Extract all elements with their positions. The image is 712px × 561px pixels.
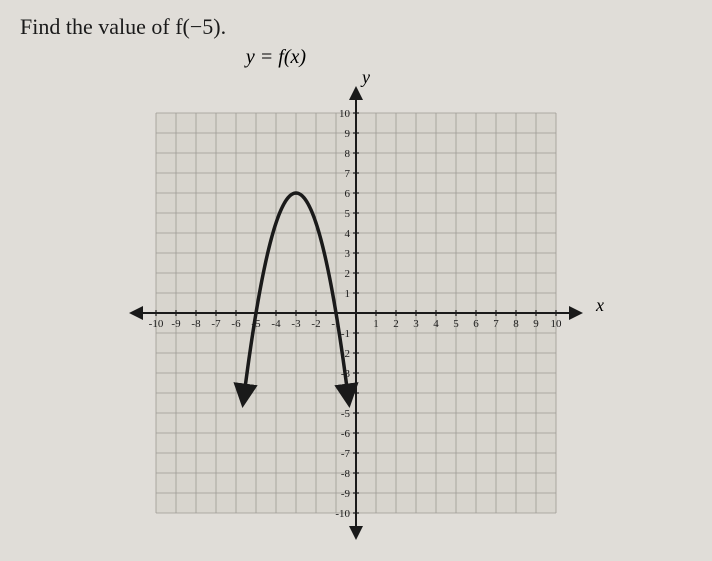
svg-text:-4: -4 bbox=[271, 318, 281, 330]
svg-text:-6: -6 bbox=[341, 428, 351, 440]
svg-text:10: 10 bbox=[551, 318, 563, 330]
svg-text:5: 5 bbox=[345, 208, 351, 220]
y-axis-label: y bbox=[362, 67, 370, 88]
svg-text:9: 9 bbox=[533, 318, 539, 330]
question-text: Find the value of f(−5). bbox=[0, 0, 712, 40]
svg-text:7: 7 bbox=[345, 168, 351, 180]
svg-text:-5: -5 bbox=[341, 408, 351, 420]
svg-text:-2: -2 bbox=[311, 318, 320, 330]
svg-text:-9: -9 bbox=[171, 318, 181, 330]
svg-text:-3: -3 bbox=[291, 318, 301, 330]
svg-text:-6: -6 bbox=[231, 318, 241, 330]
svg-text:-7: -7 bbox=[211, 318, 221, 330]
svg-text:-7: -7 bbox=[341, 448, 351, 460]
svg-text:6: 6 bbox=[345, 188, 351, 200]
svg-text:5: 5 bbox=[453, 318, 459, 330]
svg-text:7: 7 bbox=[493, 318, 499, 330]
svg-text:4: 4 bbox=[433, 318, 439, 330]
svg-text:8: 8 bbox=[345, 148, 351, 160]
svg-text:-8: -8 bbox=[341, 468, 351, 480]
svg-text:-1: -1 bbox=[341, 328, 350, 340]
svg-text:2: 2 bbox=[345, 268, 351, 280]
svg-text:6: 6 bbox=[473, 318, 479, 330]
equation-text: y = f(x) bbox=[0, 46, 712, 69]
svg-text:-10: -10 bbox=[149, 318, 164, 330]
svg-text:3: 3 bbox=[413, 318, 419, 330]
svg-text:-10: -10 bbox=[335, 508, 350, 520]
coordinate-plane: -10 -9 -8 -7 -6 -5 -4 -3 -2 -1 1 2 3 4 5 6 7 8 9 10 1 2 3 4 5 6 7 8… bbox=[116, 73, 596, 553]
svg-text:1: 1 bbox=[373, 318, 379, 330]
svg-text:4: 4 bbox=[345, 228, 351, 240]
svg-text:-9: -9 bbox=[341, 488, 351, 500]
svg-text:8: 8 bbox=[513, 318, 519, 330]
svg-text:2: 2 bbox=[393, 318, 399, 330]
svg-text:10: 10 bbox=[339, 108, 351, 120]
svg-text:-8: -8 bbox=[191, 318, 201, 330]
x-axis-label: x bbox=[596, 295, 604, 316]
svg-text:1: 1 bbox=[345, 288, 351, 300]
graph-container: y x -10-9-8-7-6-5-4-3-2-1123456789101234… bbox=[116, 73, 596, 553]
svg-text:3: 3 bbox=[345, 248, 351, 260]
svg-text:9: 9 bbox=[345, 128, 351, 140]
